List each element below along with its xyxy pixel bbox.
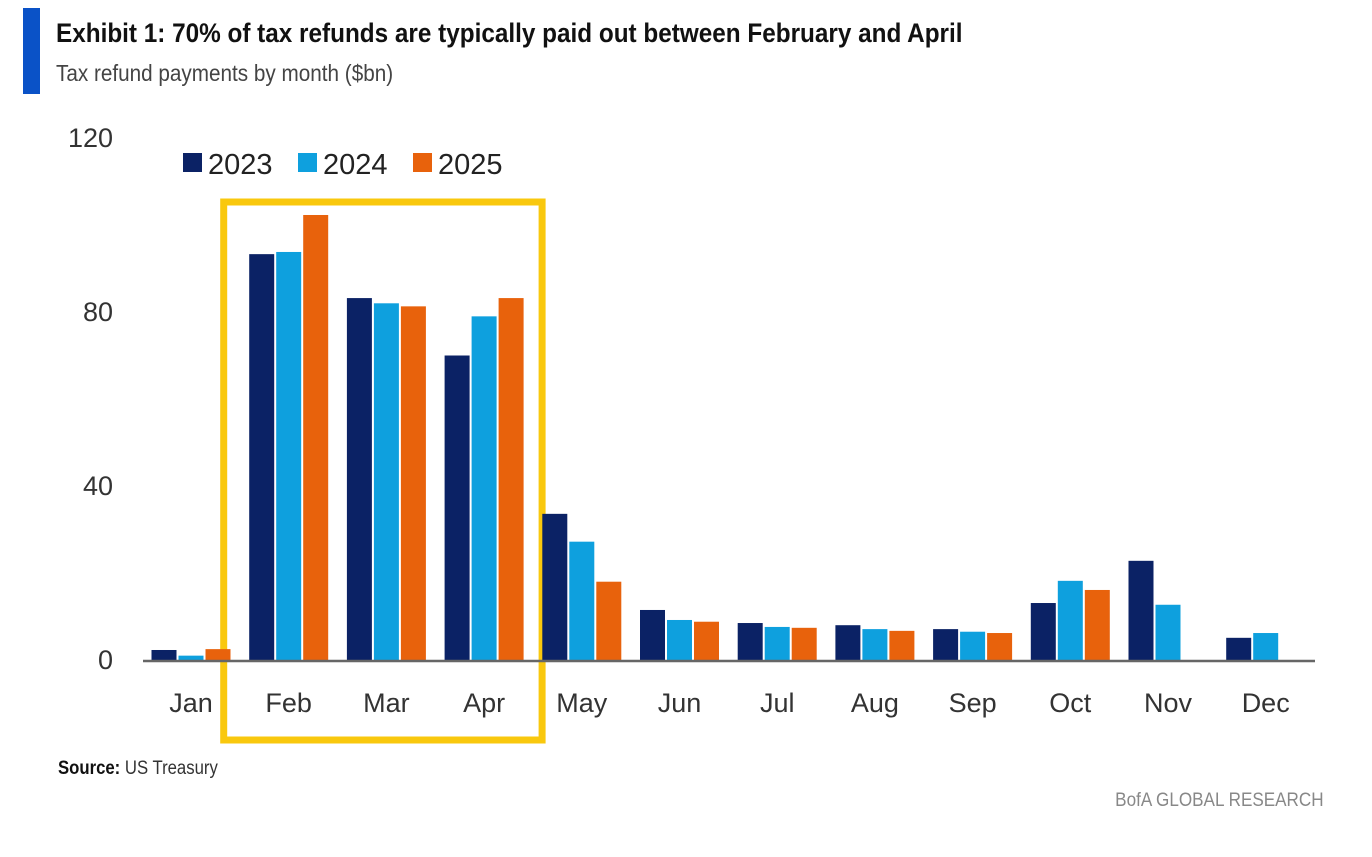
bar-2023-sep [933,629,959,660]
highlight-box [220,198,546,744]
chart-subtitle: Tax refund payments by month ($bn) [56,60,394,86]
source-label: Source: [58,758,121,779]
bar-2023-may [542,513,568,660]
x-tick-label: Aug [851,688,899,718]
x-tick-label: Oct [1049,688,1092,718]
x-tick-label: Apr [463,688,505,718]
bar-2024-aug [862,629,888,660]
legend-label-2024: 2024 [323,149,388,181]
source-note: Source: US Treasury [58,758,218,780]
bar-2023-jun [640,609,665,660]
bar-2025-feb [303,214,329,660]
bar-2024-jun [667,619,692,660]
bar-2023-dec [1226,637,1252,660]
legend-label-2023: 2023 [208,149,273,181]
x-tick-label: Jul [760,688,795,718]
x-tick-label: Mar [363,688,410,718]
bar-2023-feb [249,254,275,660]
bar-2024-feb [276,251,302,660]
y-tick-label: 120 [68,123,113,153]
legend-swatch-2023 [183,153,202,172]
bar-2023-nov [1128,560,1154,660]
bar-2025-jul [791,627,817,660]
title-accent-bar [23,8,40,94]
legend-label-2025: 2025 [438,149,503,181]
bar-2025-may [596,581,622,660]
legend-swatch-2024 [298,153,317,172]
x-tick-label: Jun [658,688,702,718]
x-tick-label: Jan [169,688,213,718]
bar-2024-nov [1155,604,1181,660]
bar-2025-apr [498,298,524,660]
bar-2024-may [569,541,595,660]
bar-2024-jan [178,655,204,660]
bar-2024-sep [960,631,986,660]
bar-2023-oct [1030,603,1056,660]
bar-2024-jul [764,626,790,660]
x-tick-label: Sep [949,688,997,718]
chart-title: Exhibit 1: 70% of tax refunds are typica… [56,18,963,48]
x-tick-label: Feb [265,688,312,718]
bar-2023-apr [444,355,470,660]
bar-2025-mar [400,306,426,660]
legend-swatch-2025 [413,153,432,172]
bar-2025-sep [987,633,1013,660]
source-text: US Treasury [124,758,218,779]
bar-2024-apr [471,316,497,660]
bar-2024-mar [373,303,399,660]
x-tick-label: Dec [1242,688,1290,718]
bar-2023-jul [737,623,763,660]
bar-2024-oct [1057,580,1083,660]
bar-2023-jan [151,649,177,660]
bar-2025-jun [694,621,719,660]
bar-2024-dec [1253,633,1279,660]
bar-2023-aug [835,625,861,660]
y-tick-label: 40 [83,471,113,501]
bar-2025-aug [889,630,915,660]
brand-label: BofA GLOBAL RESEARCH [1115,790,1324,811]
bar-2023-mar [346,298,372,660]
x-tick-label: Nov [1144,688,1193,718]
y-tick-label: 0 [98,645,113,675]
bar-2025-oct [1084,589,1110,660]
y-tick-label: 80 [83,297,113,327]
bar-2025-jan [205,649,231,660]
x-tick-label: May [556,688,608,718]
